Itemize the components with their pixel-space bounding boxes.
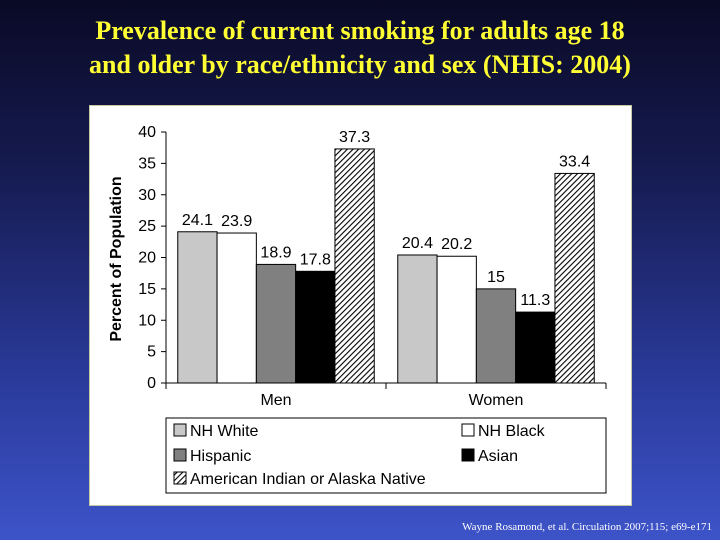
bar: [295, 270, 336, 384]
bar: [334, 148, 375, 384]
data-label: 23.9: [221, 213, 252, 230]
legend-label: NH Black: [478, 423, 546, 440]
title-line-1: Prevalence of current smoking for adults…: [95, 16, 625, 45]
data-label: 15: [487, 269, 505, 286]
data-label: 20.4: [402, 235, 433, 252]
legend-swatch: [173, 423, 187, 437]
y-tick-label: 10: [138, 312, 156, 329]
data-label: 33.4: [559, 153, 590, 170]
legend-box: [165, 417, 607, 494]
data-label: 20.2: [441, 236, 472, 253]
y-tick-label: 25: [138, 218, 156, 235]
legend-swatch: [461, 423, 475, 437]
y-tick-label: 0: [147, 375, 156, 392]
bar-chart: 0 5 10 15 20 25 30 35 40 Percent of Population 24…: [108, 124, 607, 494]
data-label: 18.9: [260, 244, 291, 261]
chart-panel: 0 5 10 15 20 25 30 35 40 Percent of Population 24…: [89, 105, 632, 506]
data-label: 37.3: [339, 129, 370, 146]
x-tick-label: Women: [469, 392, 524, 409]
bar: [177, 231, 218, 384]
bar: [475, 288, 517, 384]
bar: [515, 311, 556, 384]
y-tick-label: 40: [138, 124, 156, 141]
y-tick-label: 5: [147, 344, 156, 361]
bar: [554, 172, 595, 384]
y-tick-label: 30: [138, 187, 156, 204]
slide-title: Prevalence of current smoking for adults…: [0, 14, 720, 82]
legend-swatch: [461, 448, 475, 462]
x-tick-label: Men: [260, 392, 291, 409]
data-label: 24.1: [182, 212, 213, 229]
legend-label: NH White: [190, 423, 259, 440]
data-label: 17.8: [300, 251, 331, 268]
legend-swatch: [173, 448, 187, 462]
y-tick-label: 35: [138, 155, 156, 172]
legend-label: Asian: [478, 448, 518, 465]
bar: [255, 263, 297, 384]
legend-swatch: [173, 471, 187, 485]
bar: [216, 232, 257, 384]
legend-label: Hispanic: [190, 448, 251, 465]
bar: [436, 255, 477, 384]
y-axis-label: Percent of Population: [108, 176, 125, 341]
legend-label: American Indian or Alaska Native: [190, 471, 426, 488]
y-tick-label: 15: [138, 281, 156, 298]
citation: Wayne Rosamond, et al. Circulation 2007;…: [462, 521, 712, 533]
data-label: 11.3: [520, 292, 550, 309]
y-tick-label: 20: [138, 250, 156, 267]
title-line-2: and older by race/ethnicity and sex (NHI…: [89, 50, 631, 79]
bar: [397, 254, 438, 384]
